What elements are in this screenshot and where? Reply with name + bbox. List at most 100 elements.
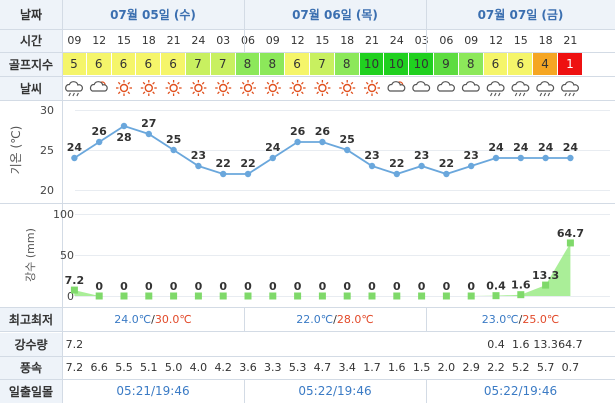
hour-cell: 09 xyxy=(265,34,280,47)
sun-day-3: 05:22/19:46 xyxy=(426,379,615,403)
hour-cell: 21 xyxy=(166,34,181,47)
sun-day-2: 05:22/19:46 xyxy=(244,379,426,403)
temp-point xyxy=(120,122,128,130)
sun-times: 05:22/19:46 xyxy=(483,384,558,398)
rain-point xyxy=(393,292,401,300)
temp-point xyxy=(170,146,177,154)
rain-point xyxy=(418,292,426,300)
temp-data-label: 23 xyxy=(191,149,206,162)
wind-cell: 5.5 xyxy=(115,361,133,374)
temp-point xyxy=(468,162,475,170)
rain-data-label: 0 xyxy=(418,280,426,293)
rain-point xyxy=(120,292,128,300)
golf-index-cell: 8 xyxy=(260,53,285,75)
rain-point xyxy=(170,292,178,300)
cloud-icon xyxy=(437,81,455,92)
rain-point xyxy=(566,239,574,247)
rain-point xyxy=(269,292,277,300)
max-temp: 25.0℃ xyxy=(522,312,560,326)
golf-index-cell: 9 xyxy=(434,53,458,75)
rain-point xyxy=(542,281,550,289)
hour-cell: 09 xyxy=(464,34,479,47)
temp-point xyxy=(96,138,103,146)
hour-cell: 09 xyxy=(67,34,82,47)
wind-cell: 4.0 xyxy=(189,361,208,374)
minmax-day-2: 22.0℃/28.0℃ xyxy=(296,312,374,326)
golf-index-cell: 6 xyxy=(136,53,161,75)
wind-cell: 5.7 xyxy=(536,361,555,374)
wind-cell: 1.6 xyxy=(388,361,406,374)
date-header-3: 07월 07일 (금) xyxy=(426,0,615,29)
sun-icon xyxy=(264,80,281,96)
wind-cell: 5.0 xyxy=(164,361,183,374)
wind-cell: 1.5 xyxy=(412,361,431,374)
rain-cloud-icon xyxy=(486,81,505,97)
rain-cloud-icon xyxy=(511,81,530,97)
rain-data-label: 0 xyxy=(319,280,327,293)
row-label-wind: 풍속 xyxy=(0,356,62,379)
wind-cell: 7.2 xyxy=(65,361,84,374)
golf-index-cell: 8 xyxy=(235,53,260,75)
wind-cell: 5.3 xyxy=(288,361,307,374)
wind-cell: 3.3 xyxy=(264,361,282,374)
temp-data-label: 23 xyxy=(464,149,479,162)
temp-axis-label: 기온 (℃) xyxy=(9,126,23,175)
temp-point xyxy=(542,154,549,162)
temp-data-label: 24 xyxy=(265,141,281,154)
rain-data-label: 64.7 xyxy=(557,227,584,240)
golf-index-cell: 10 xyxy=(409,53,433,75)
rain-data-label: 0 xyxy=(219,280,227,293)
hour-cell: 03 xyxy=(216,34,231,47)
hour-cell: 24 xyxy=(389,34,404,47)
wind-cell: 0.7 xyxy=(561,361,580,374)
rain-cell: 1.6 xyxy=(512,338,530,351)
golf-index-cell: 5 xyxy=(62,53,86,75)
sun-icon xyxy=(240,80,256,96)
temp-data-label: 22 xyxy=(216,157,231,170)
wind-cell: 2.0 xyxy=(437,361,456,374)
sun-icon xyxy=(339,80,356,96)
temp-point xyxy=(244,170,252,178)
temp-point xyxy=(492,154,500,162)
rain-data-label: 7.2 xyxy=(65,274,85,287)
row-label-time: 시간 xyxy=(0,29,62,52)
row-label-rain: 강수량 xyxy=(0,333,62,356)
rain-point xyxy=(517,291,525,299)
rain-cloud-icon xyxy=(65,81,83,97)
golf-index-cell: 4 xyxy=(533,53,557,75)
temp-point xyxy=(443,170,450,178)
rain-point xyxy=(492,292,500,300)
sun-times: 05:22/19:46 xyxy=(298,384,372,398)
temp-data-label: 24 xyxy=(488,141,504,154)
wind-cell: 2.9 xyxy=(462,361,480,374)
temp-data-label: 24 xyxy=(67,141,83,154)
temp-data-label: 23 xyxy=(414,149,429,162)
row-label-weather: 날씨 xyxy=(0,76,62,100)
temp-point xyxy=(71,154,78,162)
golf-index-cell: 10 xyxy=(359,53,384,75)
row-label-sunrise-sunset: 일출일몰 xyxy=(0,379,62,403)
sun-icon xyxy=(165,80,182,96)
rain-data-label: 0 xyxy=(467,280,475,293)
min-temp: 22.0℃ xyxy=(296,312,334,326)
wind-cell: 4.2 xyxy=(214,361,232,374)
temp-point xyxy=(344,146,351,154)
rain-data-label: 0.4 xyxy=(486,280,506,293)
temp-data-label: 24 xyxy=(563,141,579,154)
rain-data-label: 0 xyxy=(244,280,252,293)
temp-point xyxy=(567,154,574,162)
rain-point xyxy=(145,292,153,300)
rain-cell: 0.4 xyxy=(487,338,505,351)
temp-data-label: 22 xyxy=(389,157,404,170)
rain-tick-label: 100 xyxy=(53,208,74,221)
wind-cell: 1.7 xyxy=(363,361,381,374)
golf-index-cell: 1 xyxy=(558,53,582,75)
hour-cell: 12 xyxy=(488,34,503,47)
row-label-date: 날짜 xyxy=(0,0,62,29)
rain-cell: 13.3 xyxy=(533,338,558,351)
golf-index-cell: 10 xyxy=(384,53,409,75)
temp-data-label: 25 xyxy=(166,133,181,146)
temp-point xyxy=(294,138,301,146)
